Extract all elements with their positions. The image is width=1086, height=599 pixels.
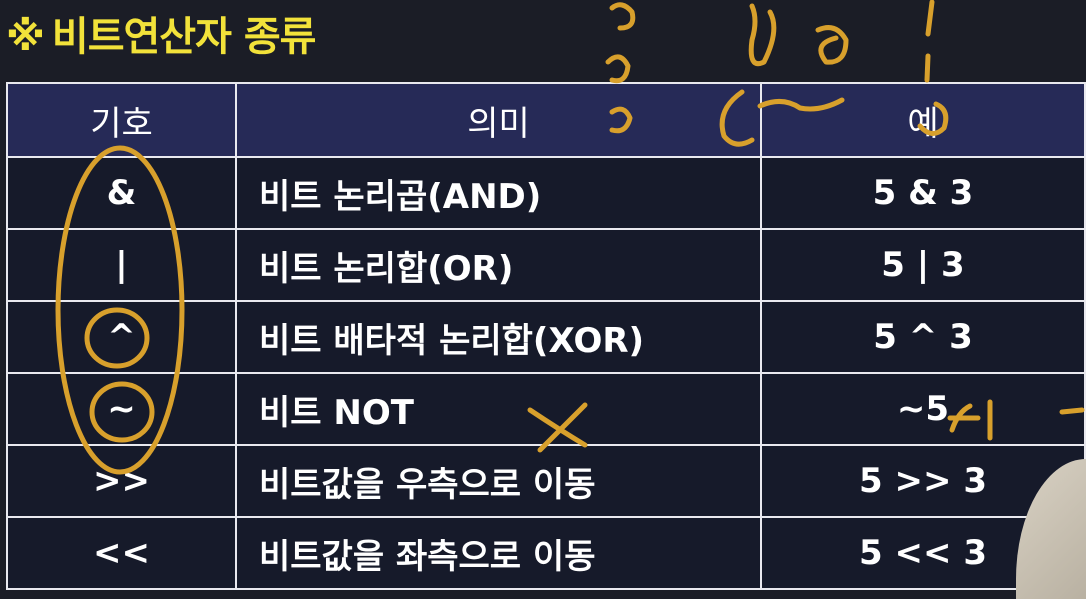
table-row: << 비트값을 좌측으로 이동 5 << 3 <box>6 516 1086 590</box>
table-row: ^ 비트 배타적 논리합(XOR) 5 ^ 3 <box>6 300 1086 374</box>
row-symbol: >> <box>6 444 237 518</box>
table-row: & 비트 논리곱(AND) 5 & 3 <box>6 156 1086 230</box>
row-symbol: ^ <box>6 300 237 374</box>
exclamation-mark <box>924 0 935 83</box>
reference-mark: ※ <box>6 14 45 60</box>
header-example: 예 <box>760 82 1086 158</box>
table-row: ~ 비트 NOT ~5 <box>6 372 1086 446</box>
row-example: ~5 <box>760 372 1086 446</box>
scribble-2 <box>748 3 849 67</box>
row-symbol: ~ <box>6 372 237 446</box>
header-meaning: 의미 <box>235 82 762 158</box>
row-meaning: 비트 배타적 논리합(XOR) <box>235 300 762 374</box>
title-text: 비트연산자 종류 <box>51 14 317 60</box>
row-example: 5 & 3 <box>760 156 1086 230</box>
row-example: 5 | 3 <box>760 228 1086 302</box>
header-symbol: 기호 <box>6 82 237 158</box>
table-row: >> 비트값을 우측으로 이동 5 >> 3 <box>6 444 1086 518</box>
table-header-row: 기호 의미 예 <box>6 82 1086 158</box>
slide-title: ※ 비트연산자 종류 <box>6 4 317 62</box>
table-row: | 비트 논리합(OR) 5 | 3 <box>6 228 1086 302</box>
row-meaning: 비트 논리합(OR) <box>235 228 762 302</box>
row-example: 5 ^ 3 <box>760 300 1086 374</box>
row-meaning: 비트값을 우측으로 이동 <box>235 444 762 518</box>
row-symbol: << <box>6 516 237 590</box>
row-meaning: 비트값을 좌측으로 이동 <box>235 516 762 590</box>
row-meaning: 비트 논리곱(AND) <box>235 156 762 230</box>
row-symbol: | <box>6 228 237 302</box>
bitwise-operators-table: 기호 의미 예 & 비트 논리곱(AND) 5 & 3 | 비트 논리합(OR)… <box>6 82 1086 590</box>
row-meaning: 비트 NOT <box>235 372 762 446</box>
row-symbol: & <box>6 156 237 230</box>
